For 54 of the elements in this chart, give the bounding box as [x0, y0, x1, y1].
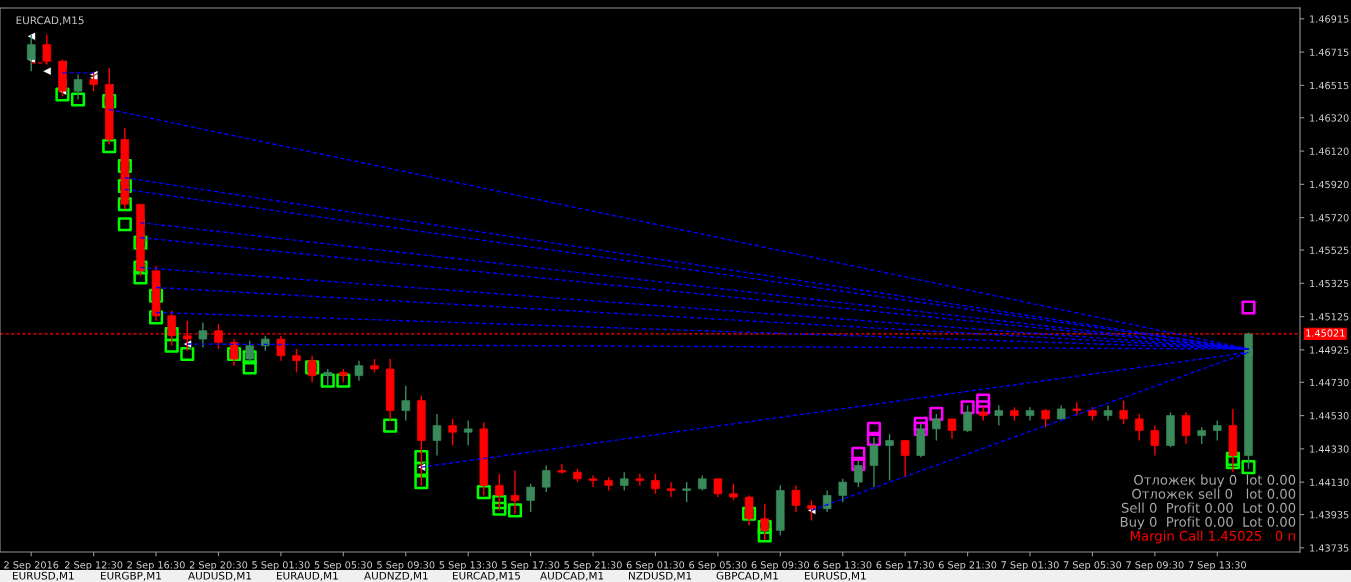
y-tick-label: 1.46515 [1310, 81, 1349, 90]
ref-line-label: 1.45021 [1306, 329, 1345, 337]
y-tick-label: 1.44730 [1310, 378, 1349, 387]
annotation: Отложек buy 0 lot 0.00 [1134, 474, 1296, 488]
y-tick-label: 1.43735 [1310, 544, 1349, 552]
y-tick-label: 1.44925 [1310, 346, 1349, 354]
x-tick-label: 7 Sep 01:30 [1001, 561, 1059, 571]
x-tick-label: 5 Sep 09:30 [377, 561, 435, 571]
x-tick-label: 6 Sep 05:30 [689, 561, 747, 571]
text: AUDNZD,M1 [364, 571, 428, 581]
y-tick-label: 1.46320 [1310, 114, 1349, 122]
annotation: Margin Call 1.45025 0 п [1130, 530, 1295, 544]
y-tick-label: 1.46120 [1310, 147, 1349, 155]
y-tick-label: 1.45325 [1310, 279, 1349, 288]
x-tick-label: 6 Sep 13:30 [814, 561, 872, 571]
y-tick-label: 1.43935 [1310, 511, 1349, 519]
y-tick-label: 1.45125 [1310, 313, 1349, 321]
y-tick-label: 1.45920 [1310, 180, 1349, 189]
x-tick-label: 2 Sep 2016 [4, 561, 59, 571]
y-tick-label: 1.46715 [1310, 48, 1349, 56]
annotation: Отложек sell 0 lot 0.00 [1132, 488, 1296, 499]
x-tick-label: 5 Sep 01:30 [252, 561, 310, 571]
y-tick-label: 1.44530 [1310, 412, 1349, 420]
text: NZDUSD,M1 [629, 571, 692, 581]
y-tick-label: 1.44130 [1310, 478, 1349, 486]
x-tick-label: 5 Sep 13:30 [439, 561, 497, 571]
x-tick-label: 6 Sep 17:30 [876, 561, 934, 571]
x-tick-label: 5 Sep 17:30 [502, 561, 560, 571]
text: EURUSD,M1 [13, 571, 74, 581]
x-tick-label: 2 Sep 20:30 [189, 561, 248, 571]
x-tick-label: 7 Sep 13:30 [1188, 561, 1246, 571]
y-tick-label: 1.44330 [1310, 445, 1349, 453]
x-tick-label: 6 Sep 09:30 [751, 561, 810, 571]
x-tick-label: 2 Sep 16:30 [127, 561, 185, 571]
x-tick-label: 5 Sep 21:30 [564, 561, 622, 571]
text: AUDUSD,M1 [188, 571, 251, 581]
x-tick-label: 6 Sep 01:30 [626, 561, 685, 571]
y-tick-label: 1.45525 [1310, 246, 1349, 254]
annotation: Buy 0 Profit 0.00 Lot 0.00 [1120, 516, 1296, 530]
text: AUDCAD,M1 [540, 571, 604, 581]
x-tick-label: 2 Sep 12:30 [64, 561, 123, 571]
annotation: Sell 0 Profit 0.00 Lot 0.00 [1121, 502, 1296, 513]
text: GBPCAD,M1 [716, 571, 778, 581]
text: EURGBP,M1 [101, 571, 161, 581]
text: EURCAD,M15 [453, 571, 520, 581]
x-tick-label: 6 Sep 21:30 [938, 561, 997, 571]
x-tick-label: 7 Sep 05:30 [1063, 561, 1122, 571]
x-tick-label: 7 Sep 09:30 [1126, 561, 1184, 571]
text: EURUSD,M1 [805, 571, 866, 581]
x-tick-label: 5 Sep 05:30 [314, 561, 373, 571]
y-tick-label: 1.46915 [1310, 15, 1349, 23]
text: EURAUD,M1 [277, 571, 338, 581]
text: EURCAD,M15 [16, 16, 84, 26]
y-tick-label: 1.45720 [1310, 214, 1349, 222]
